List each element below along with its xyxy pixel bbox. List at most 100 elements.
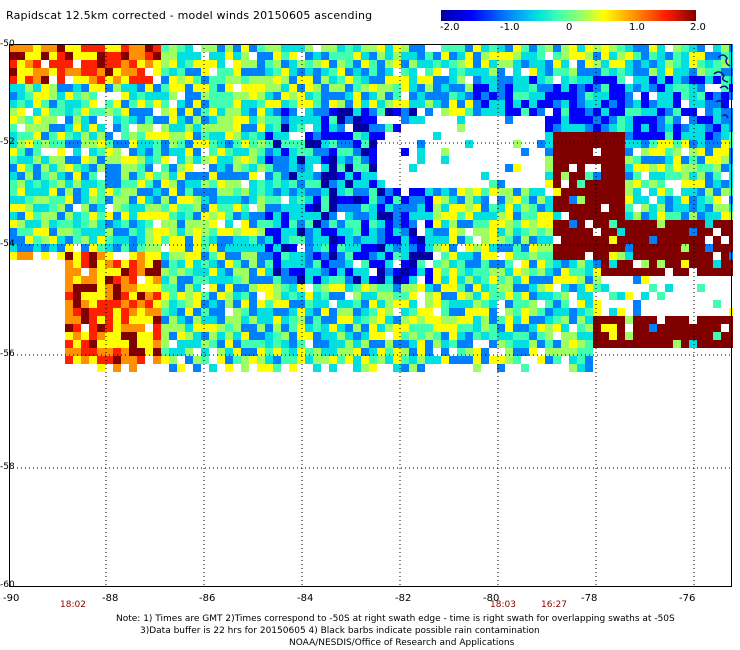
swath-cell xyxy=(89,220,97,228)
swath-cell xyxy=(601,284,609,292)
swath-cell xyxy=(321,52,329,60)
swath-cell xyxy=(553,100,561,108)
swath-cell xyxy=(633,332,641,340)
swath-cell xyxy=(665,132,673,140)
swath-cell xyxy=(425,252,433,260)
swath-cell xyxy=(321,228,329,236)
swath-cell xyxy=(185,204,193,212)
swath-cell xyxy=(585,244,593,252)
swath-cell xyxy=(113,292,121,300)
swath-cell xyxy=(281,68,289,76)
swath-cell xyxy=(145,212,153,220)
swath-cell xyxy=(185,52,193,60)
swath-cell xyxy=(217,236,225,244)
swath-cell xyxy=(265,316,273,324)
swath-cell xyxy=(505,324,513,332)
swath-cell xyxy=(721,44,729,52)
swath-cell xyxy=(265,156,273,164)
swath-cell xyxy=(577,100,585,108)
swath-cell xyxy=(49,84,57,92)
swath-cell xyxy=(609,236,617,244)
swath-cell xyxy=(473,324,481,332)
swath-cell xyxy=(57,252,65,260)
swath-cell xyxy=(369,356,377,364)
swath-cell xyxy=(441,196,449,204)
swath-cell xyxy=(441,108,449,116)
swath-cell xyxy=(313,364,321,372)
swath-cell xyxy=(65,308,73,316)
swath-cell xyxy=(257,68,265,76)
swath-cell xyxy=(25,124,33,132)
swath-cell xyxy=(689,212,697,220)
swath-cell xyxy=(329,356,337,364)
swath-cell xyxy=(713,156,721,164)
swath-cell xyxy=(713,300,721,308)
swath-cell xyxy=(369,44,377,52)
swath-cell xyxy=(41,116,49,124)
swath-cell xyxy=(169,308,177,316)
swath-cell xyxy=(41,228,49,236)
swath-cell xyxy=(553,220,561,228)
swath-cell xyxy=(369,260,377,268)
swath-cell xyxy=(585,132,593,140)
swath-cell xyxy=(641,180,649,188)
swath-cell xyxy=(313,268,321,276)
swath-cell xyxy=(481,44,489,52)
swath-cell xyxy=(169,228,177,236)
swath-cell xyxy=(369,220,377,228)
swath-cell xyxy=(409,244,417,252)
swath-cell xyxy=(241,204,249,212)
swath-cell xyxy=(689,68,697,76)
swath-cell xyxy=(217,308,225,316)
swath-cell xyxy=(401,340,409,348)
swath-cell xyxy=(617,324,625,332)
swath-cell xyxy=(321,188,329,196)
swath-cell xyxy=(601,148,609,156)
swath-cell xyxy=(713,212,721,220)
swath-cell xyxy=(401,60,409,68)
swath-cell xyxy=(49,124,57,132)
swath-cell xyxy=(665,188,673,196)
swath-cell xyxy=(305,204,313,212)
swath-cell xyxy=(153,308,161,316)
lon-label: -76 xyxy=(679,593,696,604)
coastline xyxy=(713,54,731,119)
swath-cell xyxy=(57,164,65,172)
swath-cell xyxy=(649,284,657,292)
swath-cell xyxy=(161,84,169,92)
swath-cell xyxy=(105,332,113,340)
swath-cell xyxy=(305,60,313,68)
swath-cell xyxy=(113,76,121,84)
swath-cell xyxy=(17,140,25,148)
swath-cell xyxy=(457,220,465,228)
swath-cell xyxy=(113,236,121,244)
swath-cell xyxy=(441,60,449,68)
swath-cell xyxy=(489,92,497,100)
swath-cell xyxy=(529,308,537,316)
swath-cell xyxy=(513,212,521,220)
swath-cell xyxy=(609,44,617,52)
swath-cell xyxy=(361,92,369,100)
swath-cell xyxy=(289,164,297,172)
swath-cell xyxy=(537,284,545,292)
swath-cell xyxy=(153,300,161,308)
swath-cell xyxy=(105,284,113,292)
swath-cell xyxy=(721,252,729,260)
swath-cell xyxy=(217,260,225,268)
swath-cell xyxy=(289,316,297,324)
swath-cell xyxy=(457,60,465,68)
swath-cell xyxy=(25,140,33,148)
swath-cell xyxy=(705,220,713,228)
swath-cell xyxy=(561,116,569,124)
swath-cell xyxy=(57,44,65,52)
swath-cell xyxy=(497,92,505,100)
swath-cell xyxy=(585,340,593,348)
swath-cell xyxy=(161,324,169,332)
swath-cell xyxy=(465,268,473,276)
colorbar-label: 2.0 xyxy=(690,22,706,33)
swath-cell xyxy=(601,52,609,60)
swath-cell xyxy=(169,332,177,340)
swath-cell xyxy=(641,92,649,100)
swath-cell xyxy=(89,156,97,164)
swath-cell xyxy=(97,244,105,252)
